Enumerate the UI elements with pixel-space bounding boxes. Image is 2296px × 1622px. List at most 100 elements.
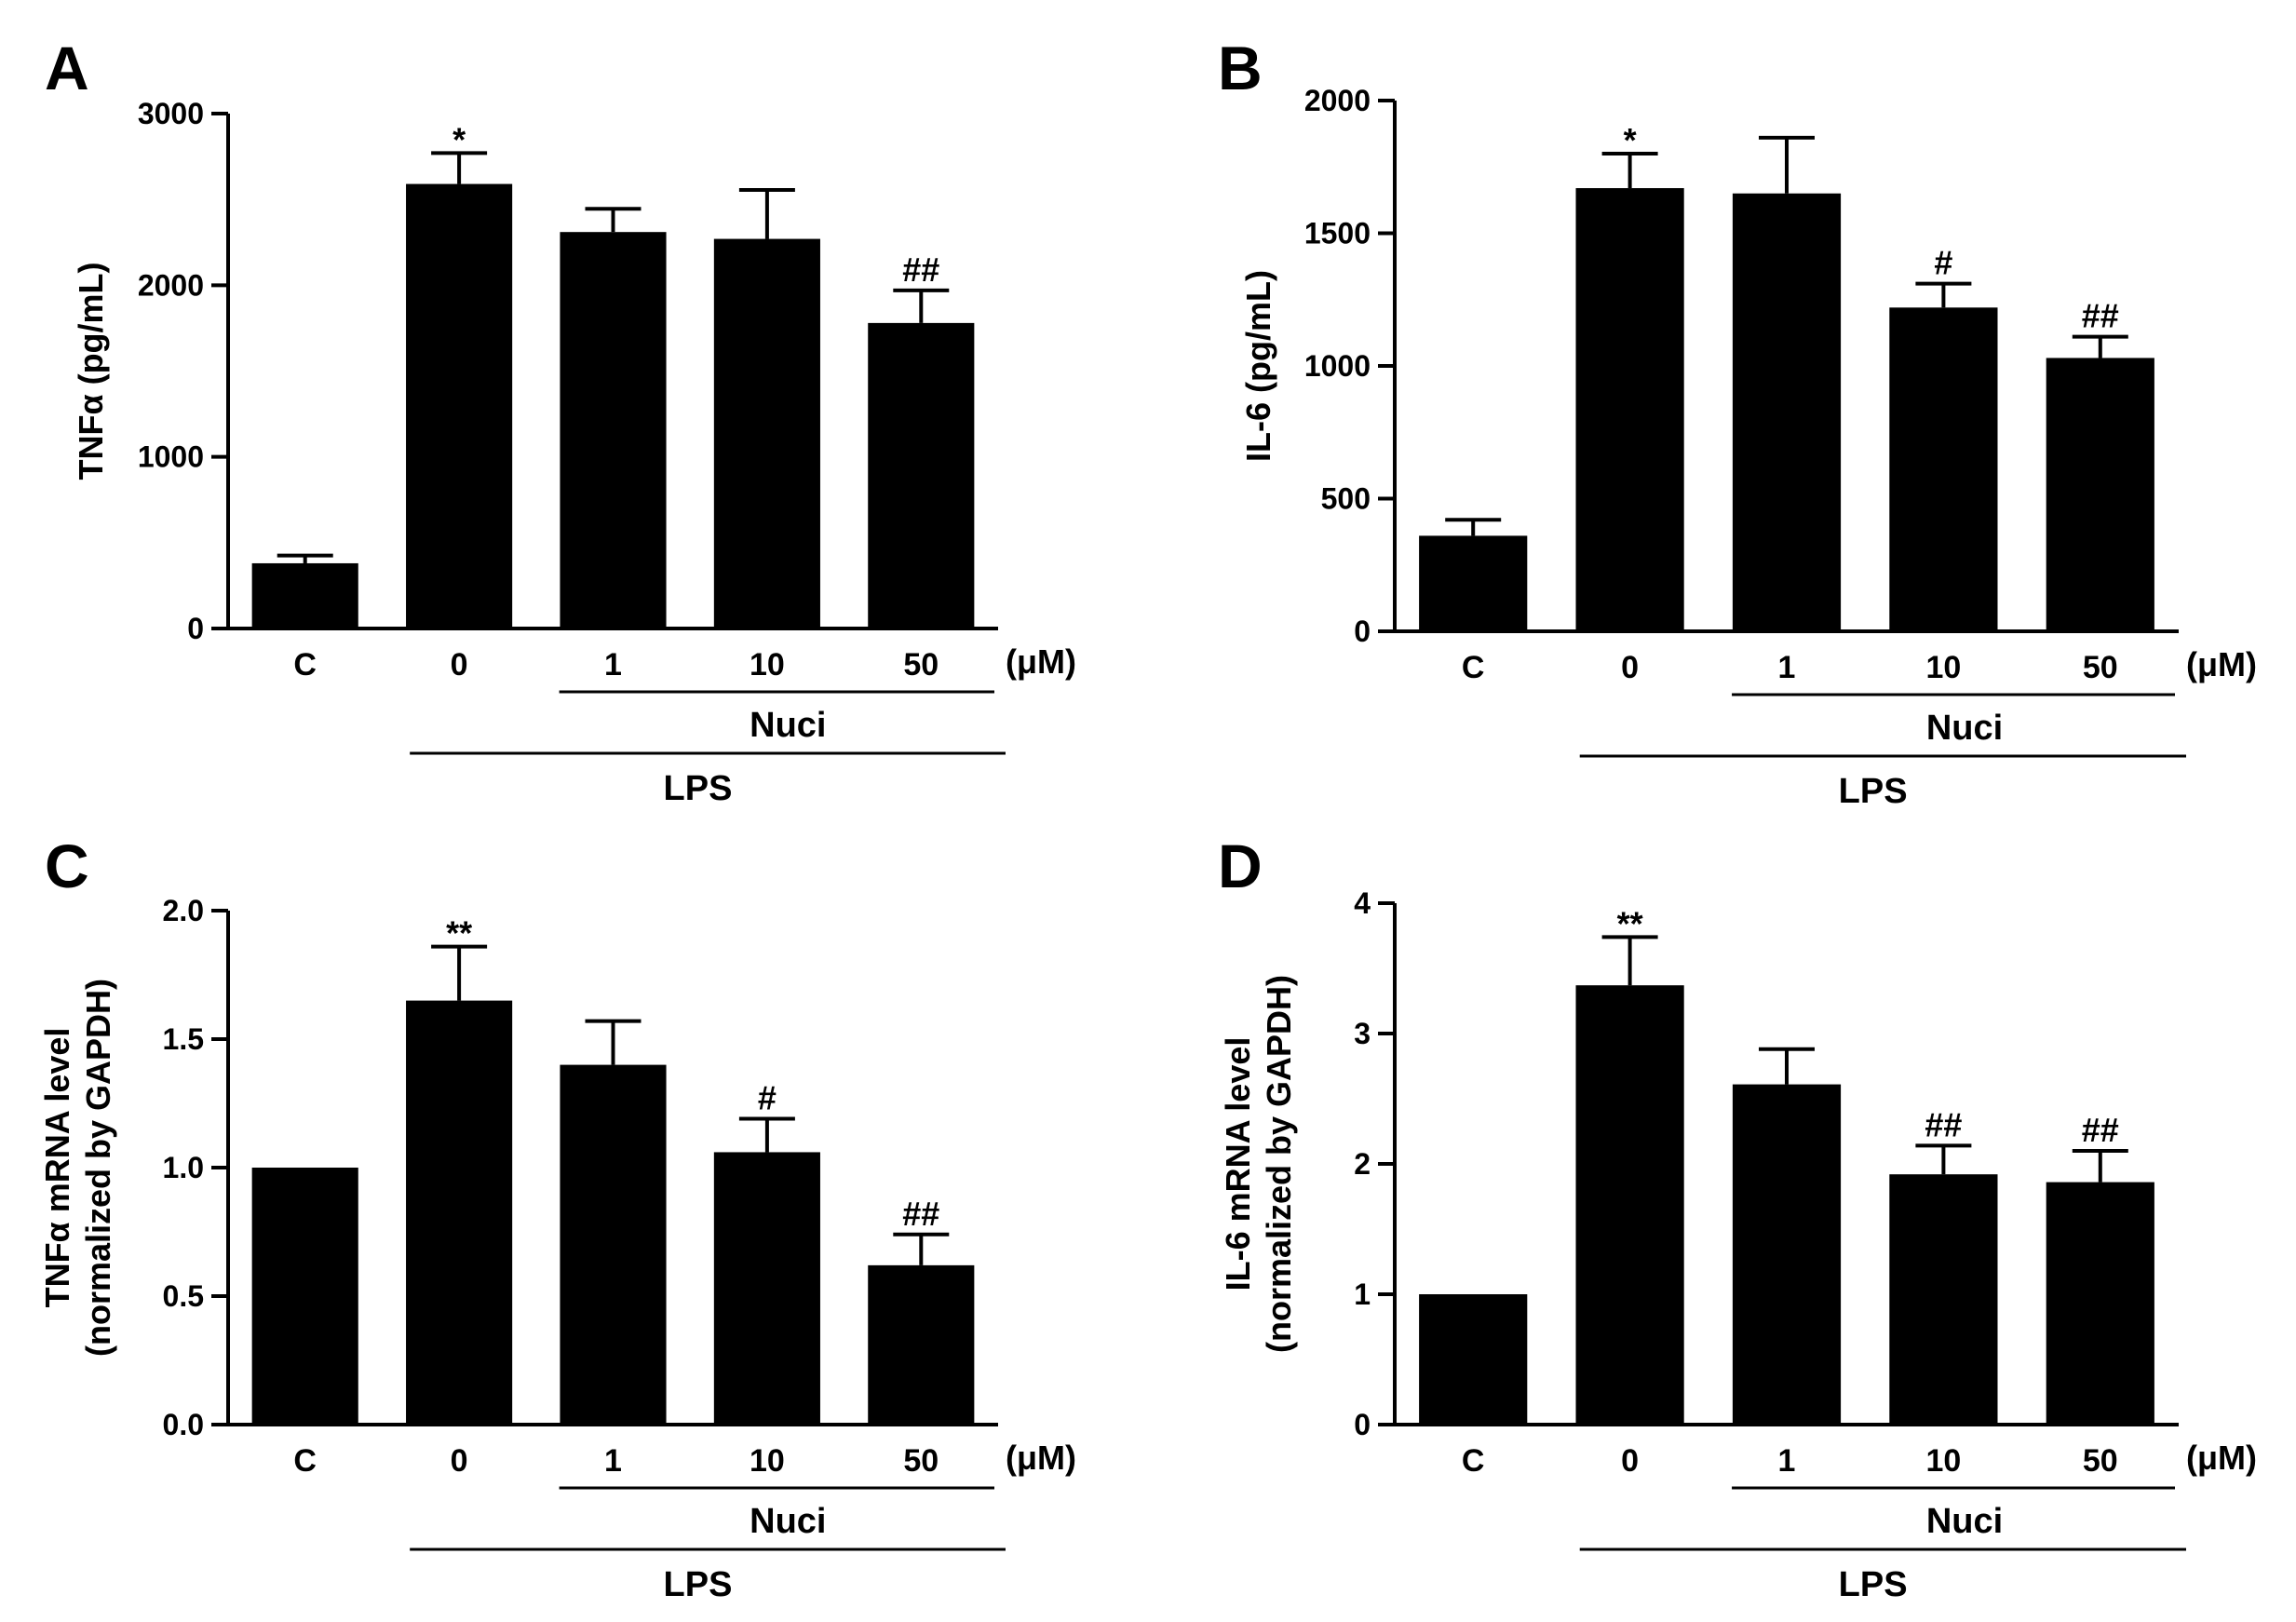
- panel-a: A 0 1000 2000 3000 TNFα (pg/mL) C * 0 1 10 ## 50 (μM…: [45, 34, 1076, 808]
- x-category-label: C: [1462, 650, 1485, 685]
- significance-marker: **: [446, 914, 472, 953]
- lps-group-label: LPS: [664, 769, 733, 808]
- significance-marker: ##: [1925, 1105, 1962, 1143]
- bar: [868, 322, 975, 629]
- y-tick-label: 3000: [138, 97, 204, 130]
- x-category-label: 10: [750, 647, 785, 683]
- nuci-group-label: Nuci: [750, 1502, 826, 1541]
- y-tick-label: 1000: [1304, 349, 1371, 383]
- y-axis-title: TNFα mRNA level (normalized by GAPDH): [38, 979, 117, 1357]
- x-category-label: 10: [750, 1443, 785, 1479]
- y-tick-label: 0: [1354, 615, 1371, 648]
- y-axis-title-line: IL-6 mRNA level: [1219, 1037, 1257, 1291]
- y-tick-label: 1000: [138, 440, 204, 474]
- bar: [1732, 193, 1842, 631]
- y-tick-label: 2: [1354, 1147, 1371, 1181]
- x-category-label: 0: [1621, 650, 1639, 685]
- y-axis-title-line: TNFα mRNA level: [38, 1028, 76, 1308]
- x-category-label: 0: [451, 647, 468, 683]
- bar: [1419, 1294, 1528, 1425]
- x-category-label: 1: [604, 1443, 622, 1479]
- significance-marker: **: [1617, 904, 1643, 942]
- y-axis-title: IL-6 (pg/mL): [1239, 270, 1277, 462]
- significance-marker: #: [1934, 244, 1952, 282]
- bar: [406, 183, 513, 629]
- y-tick-label: 0.5: [163, 1279, 204, 1313]
- lps-group-label: LPS: [1839, 1565, 1908, 1604]
- x-category-label: C: [1462, 1443, 1485, 1479]
- bar: [713, 1152, 820, 1425]
- significance-marker: #: [758, 1079, 777, 1117]
- x-category-label: 50: [903, 647, 939, 683]
- y-tick-label: 1: [1354, 1277, 1371, 1311]
- significance-marker: *: [1624, 121, 1637, 159]
- nuci-group-label: Nuci: [1926, 709, 2003, 748]
- x-category-label: 50: [2083, 650, 2118, 685]
- y-tick-label: 1500: [1304, 217, 1371, 250]
- significance-marker: ##: [902, 1195, 939, 1233]
- x-category-label: 0: [1621, 1443, 1639, 1479]
- bar: [1889, 1174, 1998, 1425]
- y-axis-title-line: TNFα (pg/mL): [72, 262, 110, 480]
- lps-group-label: LPS: [1839, 772, 1908, 811]
- significance-marker: ##: [2082, 297, 2119, 335]
- panel-letter-c: C: [45, 831, 89, 900]
- x-category-label: 1: [604, 647, 622, 683]
- x-category-label: 1: [1778, 1443, 1796, 1479]
- panel-letter-a: A: [45, 34, 89, 102]
- y-tick-label: 1.5: [163, 1022, 204, 1056]
- y-tick-label: 4: [1354, 886, 1371, 920]
- nuci-group-label: Nuci: [750, 706, 826, 745]
- y-tick-label: 2000: [1304, 84, 1371, 117]
- bar: [868, 1264, 975, 1425]
- x-category-label: 10: [1925, 650, 1961, 685]
- y-axis-title: TNFα (pg/mL): [72, 262, 110, 480]
- bar: [713, 238, 820, 629]
- y-axis-title-line: (normalized by GAPDH): [79, 979, 117, 1357]
- x-category-label: 50: [2083, 1443, 2118, 1479]
- panel-letter-b: B: [1218, 34, 1263, 102]
- significance-marker: ##: [2082, 1111, 2119, 1149]
- bar: [2046, 358, 2154, 631]
- bar: [1575, 985, 1684, 1425]
- bar: [1575, 188, 1684, 632]
- y-axis-title-line: (normalized by GAPDH): [1260, 975, 1298, 1353]
- x-unit-label: (μM): [1006, 1439, 1076, 1477]
- nuci-group-label: Nuci: [1926, 1502, 2003, 1541]
- bar: [1889, 307, 1998, 631]
- y-tick-label: 500: [1321, 482, 1371, 516]
- lps-group-label: LPS: [664, 1565, 733, 1604]
- y-tick-label: 0: [187, 612, 204, 645]
- x-category-label: 10: [1925, 1443, 1961, 1479]
- significance-marker: *: [452, 120, 466, 158]
- x-unit-label: (μM): [2186, 645, 2257, 683]
- x-category-label: 0: [451, 1443, 468, 1479]
- y-axis-title-line: IL-6 (pg/mL): [1239, 270, 1277, 462]
- panel-c: C 0.0 0.5 1.0 1.5 2.0 TNFα mRNA level (normali…: [38, 831, 1076, 1604]
- x-unit-label: (μM): [2186, 1439, 2257, 1477]
- y-tick-label: 2000: [138, 268, 204, 302]
- bar: [560, 1064, 667, 1425]
- y-axis-title: IL-6 mRNA level (normalized by GAPDH): [1219, 975, 1298, 1353]
- bar: [251, 562, 358, 629]
- bar: [1419, 535, 1528, 631]
- panel-d: D 0 1 2 3 4 IL-6 mRNA level (normalized by GAP…: [1218, 831, 2257, 1604]
- panel-letter-d: D: [1218, 831, 1263, 900]
- bar: [2046, 1182, 2154, 1425]
- y-tick-label: 3: [1354, 1017, 1371, 1050]
- x-unit-label: (μM): [1006, 642, 1076, 681]
- panel-b: B 0 500 1000 1500 2000 IL-6 (pg/mL) C * 0 1 #10 ## 5…: [1218, 34, 2257, 811]
- x-category-label: 1: [1778, 650, 1796, 685]
- significance-marker: ##: [902, 250, 939, 289]
- y-tick-label: 2.0: [163, 894, 204, 927]
- y-tick-label: 0.0: [163, 1408, 204, 1441]
- x-category-label: 50: [903, 1443, 939, 1479]
- bar: [251, 1168, 358, 1425]
- x-category-label: C: [293, 1443, 317, 1479]
- bar: [406, 1000, 513, 1425]
- bar: [1732, 1084, 1842, 1425]
- x-category-label: C: [293, 647, 317, 683]
- y-tick-label: 1.0: [163, 1151, 204, 1184]
- bar: [560, 232, 667, 629]
